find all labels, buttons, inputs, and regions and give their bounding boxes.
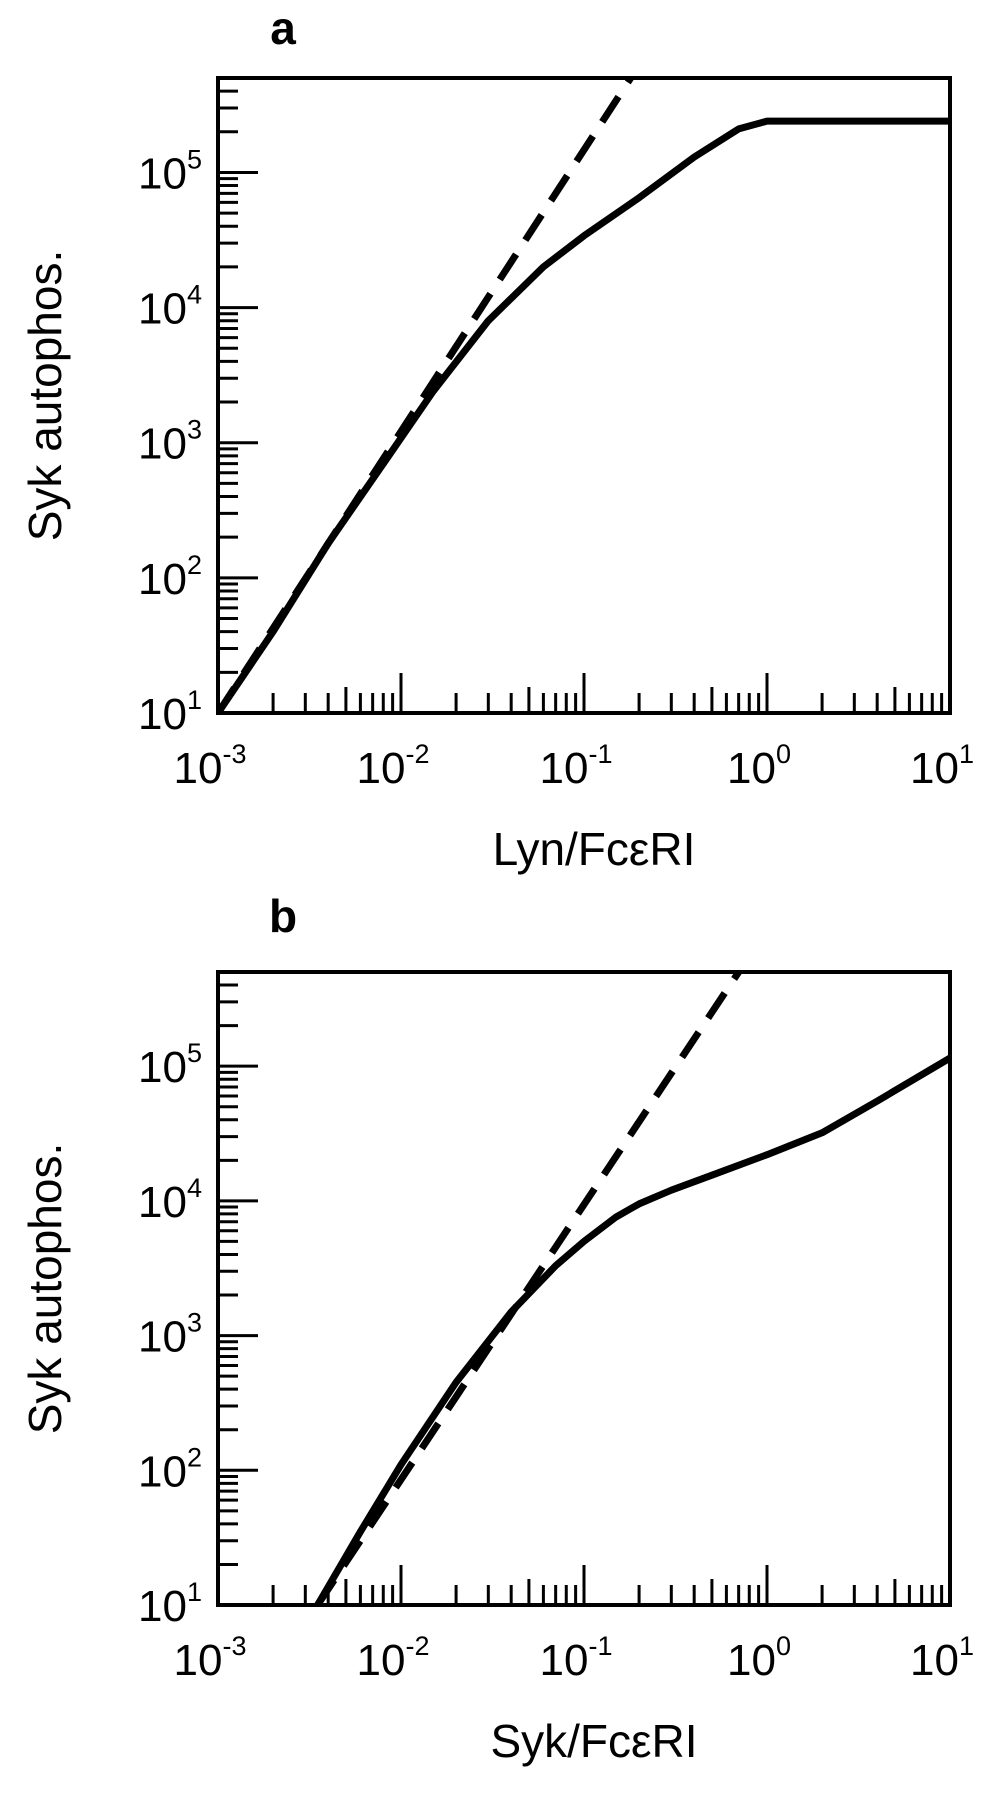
series-line-solid: [314, 1054, 950, 1605]
y-tick-base: 10: [138, 420, 187, 469]
y-tick-label: 103: [138, 415, 202, 469]
y-tick-base: 10: [138, 149, 187, 198]
x-tick-base: 10: [357, 744, 406, 793]
y-tick-base: 10: [138, 1582, 187, 1631]
series-line-solid: [218, 117, 950, 713]
y-tick-label: 105: [138, 144, 202, 198]
panel-label: b: [269, 890, 297, 942]
y-tick-exponent: 5: [187, 1038, 202, 1068]
x-tick-exponent: -2: [405, 739, 429, 769]
panel-a: a10-3 10-2 10-1 100 101101102103104105Lyn/Fc…: [19, 2, 974, 875]
y-tick-base: 10: [138, 1043, 187, 1092]
x-tick-base: 10: [910, 1636, 959, 1685]
x-tick-exponent: 1: [959, 739, 974, 769]
x-tick-label: 101: [910, 1631, 974, 1685]
x-tick-label: 100: [727, 739, 791, 793]
x-tick-base: 10: [540, 1636, 589, 1685]
y-tick-exponent: 3: [187, 415, 202, 445]
plot-frame: [216, 970, 952, 1607]
y-axis-title: Syk autophos.: [19, 250, 71, 542]
panel-label: a: [270, 2, 296, 54]
y-tick-exponent: 1: [187, 685, 202, 715]
y-tick-base: 10: [138, 1447, 187, 1496]
x-tick-base: 10: [910, 744, 959, 793]
x-tick-exponent: -3: [222, 739, 246, 769]
x-tick-label: 100: [727, 1631, 791, 1685]
x-tick-label: 10-3: [174, 1631, 247, 1685]
x-axis-title: Syk/FcεRI: [490, 1715, 697, 1767]
y-tick-exponent: 2: [187, 1442, 202, 1472]
x-tick-label: 10-2: [357, 739, 430, 793]
x-tick-base: 10: [727, 744, 776, 793]
x-tick-label: 10-1: [540, 1631, 613, 1685]
x-tick-label: 10-1: [540, 739, 613, 793]
x-tick-exponent: -1: [588, 739, 612, 769]
y-tick-label: 101: [138, 685, 202, 739]
x-tick-base: 10: [174, 1636, 223, 1685]
y-tick-exponent: 3: [187, 1308, 202, 1338]
y-tick-label: 104: [138, 1173, 202, 1227]
x-tick-exponent: -3: [222, 1631, 246, 1661]
x-tick-exponent: 0: [776, 1631, 791, 1661]
series-line-dashed: [314, 972, 742, 1605]
y-tick-label: 102: [138, 550, 202, 604]
y-tick-label: 101: [138, 1577, 202, 1631]
series-line-dashed: [218, 78, 634, 713]
y-tick-exponent: 5: [187, 144, 202, 174]
x-tick-exponent: 0: [776, 739, 791, 769]
y-axis-title: Syk autophos.: [19, 1143, 71, 1435]
y-tick-base: 10: [138, 285, 187, 334]
y-tick-label: 102: [138, 1442, 202, 1496]
x-tick-label: 10-2: [357, 1631, 430, 1685]
x-tick-exponent: 1: [959, 1631, 974, 1661]
x-tick-base: 10: [357, 1636, 406, 1685]
x-tick-exponent: -2: [405, 1631, 429, 1661]
y-tick-exponent: 1: [187, 1577, 202, 1607]
y-tick-exponent: 2: [187, 550, 202, 580]
y-tick-label: 105: [138, 1038, 202, 1092]
x-axis-title: Lyn/FcεRI: [493, 823, 696, 875]
y-tick-base: 10: [138, 1178, 187, 1227]
x-tick-base: 10: [174, 744, 223, 793]
y-tick-base: 10: [138, 555, 187, 604]
y-tick-base: 10: [138, 690, 187, 739]
panel-b: b10-3 10-2 10-1 100 101101102103104105Syk/Fc…: [19, 890, 974, 1767]
plot-frame: [216, 76, 952, 715]
y-tick-exponent: 4: [187, 1173, 202, 1203]
x-tick-base: 10: [540, 744, 589, 793]
x-tick-base: 10: [727, 1636, 776, 1685]
x-tick-exponent: -1: [588, 1631, 612, 1661]
y-tick-base: 10: [138, 1313, 187, 1362]
x-tick-label: 10-3: [174, 739, 247, 793]
x-tick-label: 101: [910, 739, 974, 793]
y-tick-label: 103: [138, 1308, 202, 1362]
y-tick-exponent: 4: [187, 280, 202, 310]
y-tick-label: 104: [138, 280, 202, 334]
